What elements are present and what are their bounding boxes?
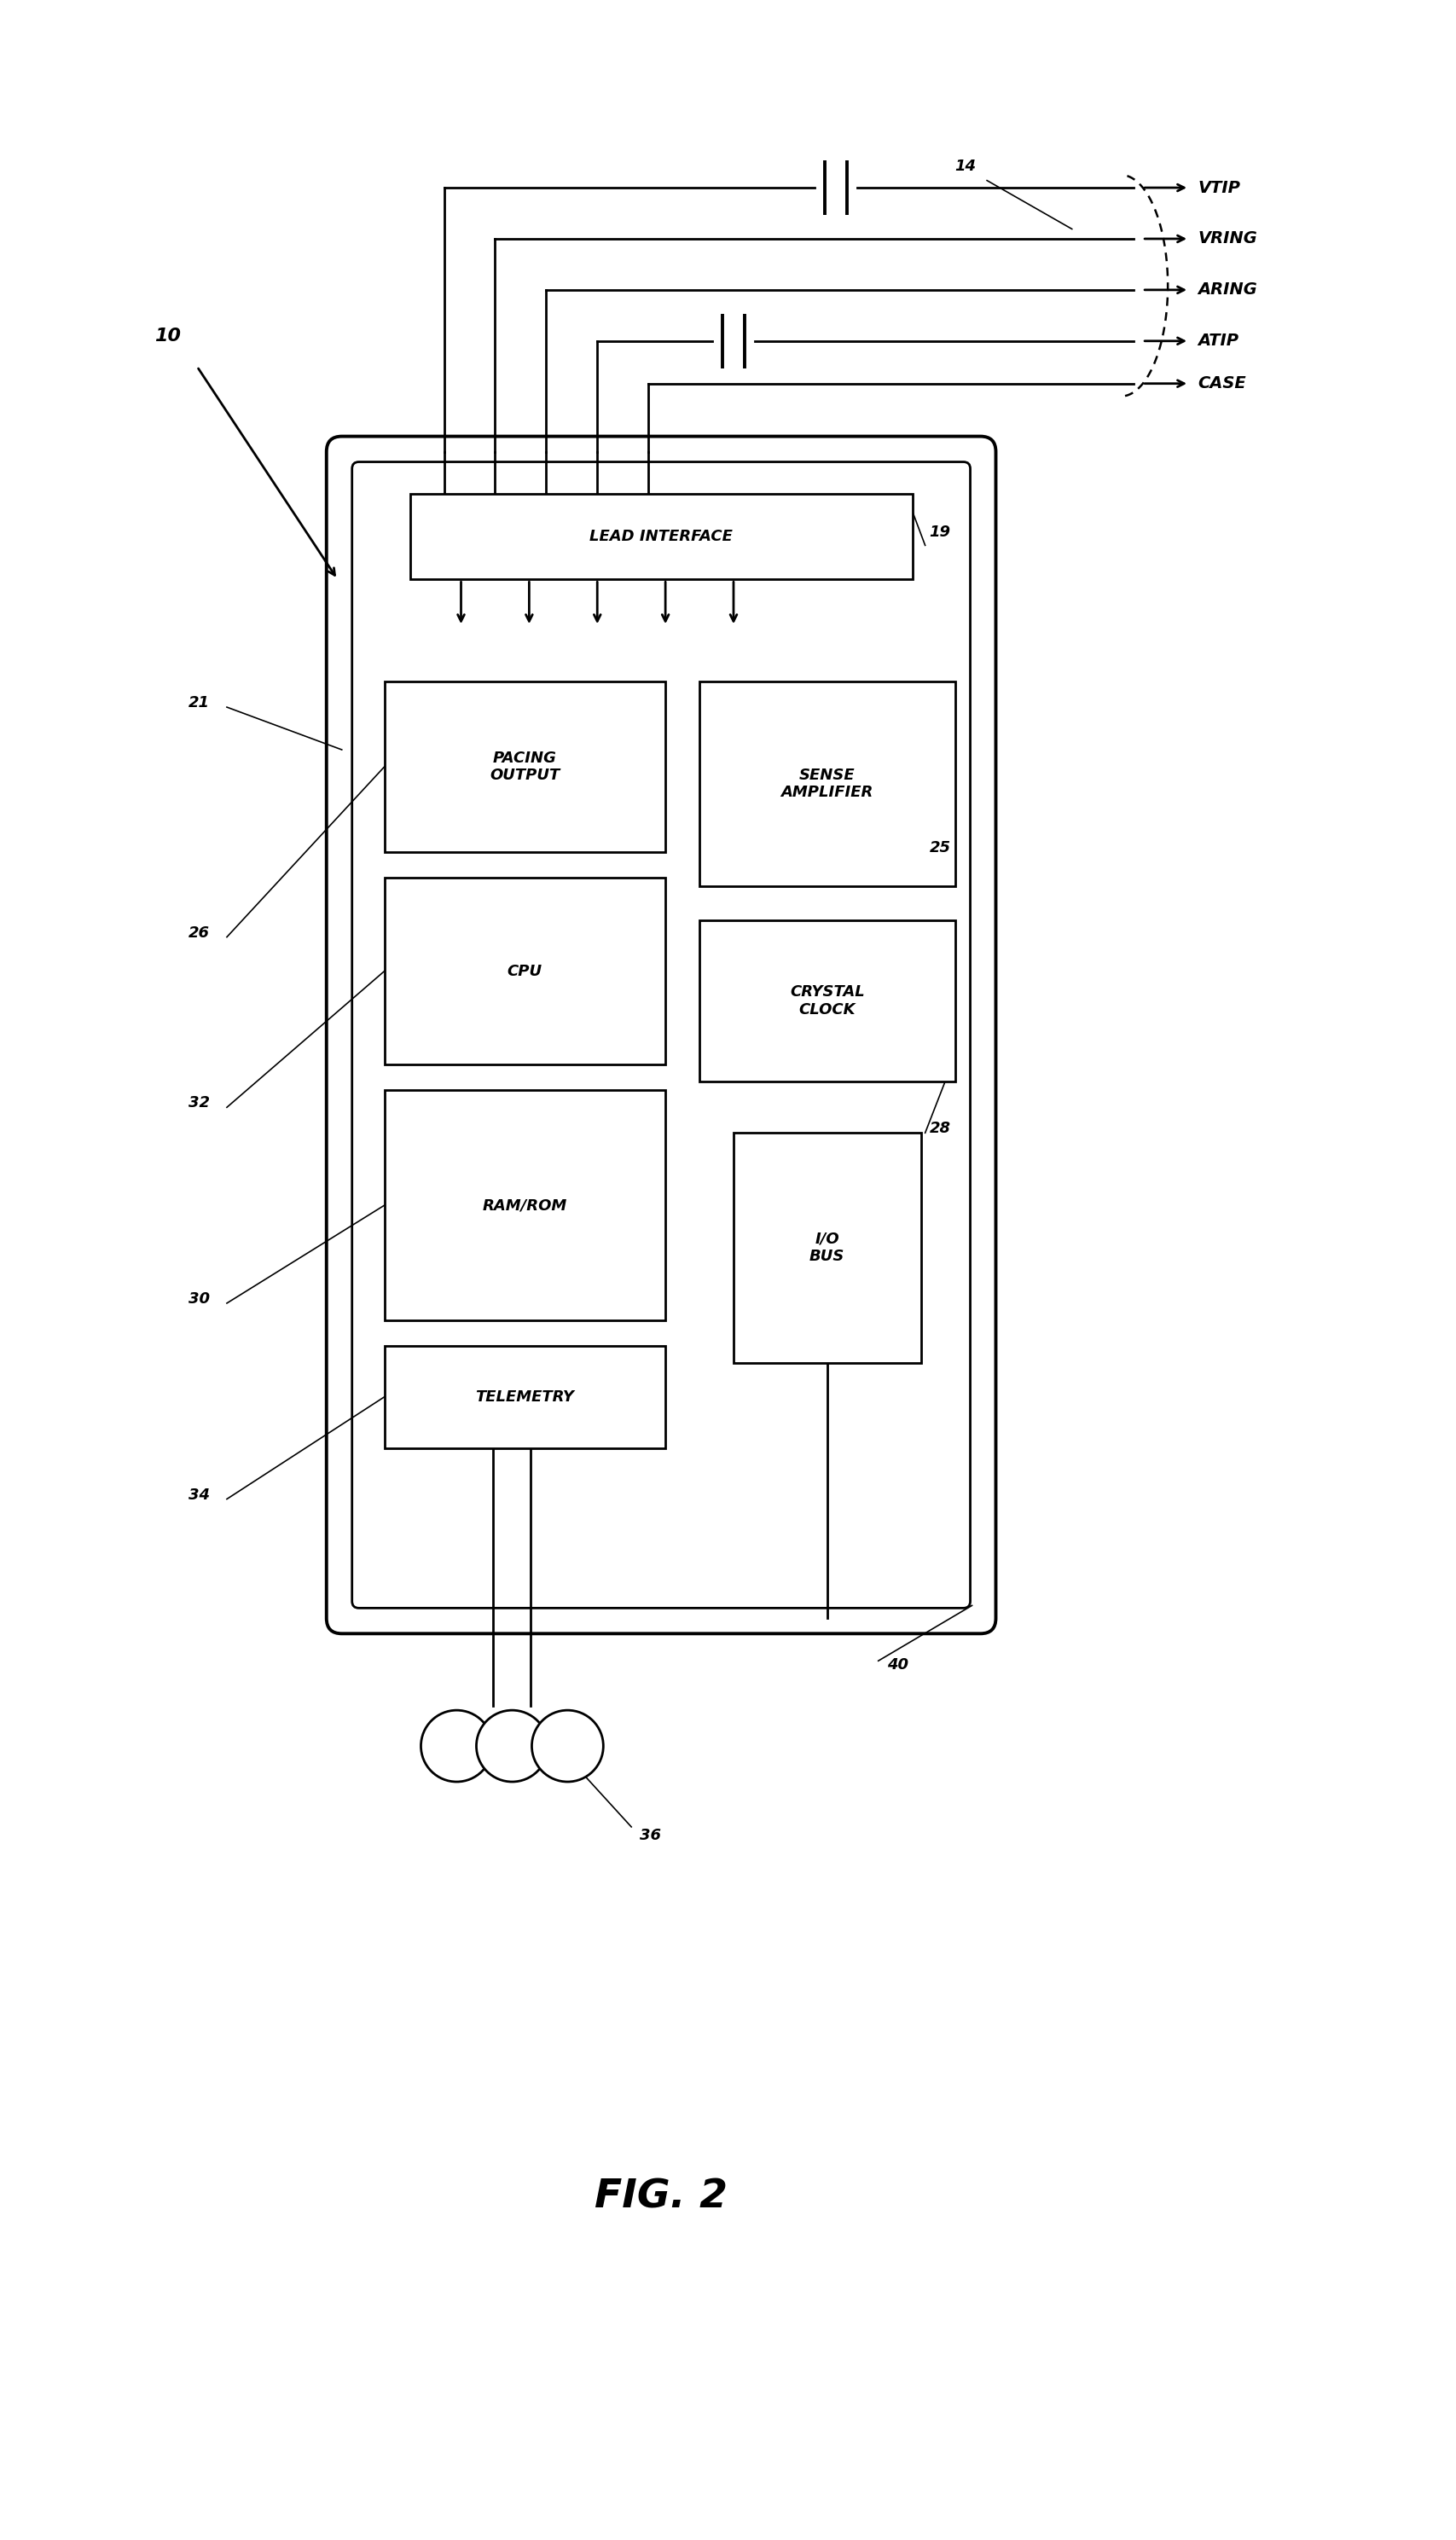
Text: 30: 30: [188, 1290, 210, 1306]
Text: RAM/ROM: RAM/ROM: [482, 1196, 568, 1214]
Bar: [384, 876, 665, 1064]
Bar: [384, 681, 665, 851]
Text: CPU: CPU: [507, 963, 543, 978]
Text: 10: 10: [154, 328, 181, 345]
Circle shape: [476, 1709, 547, 1781]
Circle shape: [421, 1709, 492, 1781]
Text: VRING: VRING: [1198, 231, 1257, 246]
Text: SENSE
AMPLIFIER: SENSE AMPLIFIER: [780, 767, 874, 800]
Text: 14: 14: [955, 157, 977, 175]
FancyBboxPatch shape: [326, 437, 996, 1633]
Text: TELEMETRY: TELEMETRY: [476, 1389, 574, 1405]
Text: 19: 19: [929, 526, 951, 541]
Text: 32: 32: [188, 1095, 210, 1110]
Bar: [699, 919, 955, 1082]
Text: PACING
OUTPUT: PACING OUTPUT: [489, 749, 561, 782]
Text: VTIP: VTIP: [1198, 180, 1241, 196]
Bar: [411, 495, 913, 579]
Text: 21: 21: [188, 696, 210, 711]
Circle shape: [531, 1709, 603, 1781]
Bar: [384, 1090, 665, 1321]
Bar: [699, 681, 955, 886]
Text: 26: 26: [188, 925, 210, 940]
Text: FIG. 2: FIG. 2: [594, 2179, 728, 2217]
Text: LEAD INTERFACE: LEAD INTERFACE: [590, 528, 732, 544]
Text: I/O
BUS: I/O BUS: [810, 1232, 844, 1265]
Text: CRYSTAL
CLOCK: CRYSTAL CLOCK: [789, 986, 865, 1019]
Text: 36: 36: [639, 1829, 661, 1844]
Bar: [734, 1133, 920, 1364]
Text: CASE: CASE: [1198, 376, 1246, 391]
Text: 40: 40: [887, 1659, 909, 1674]
Text: ATIP: ATIP: [1198, 333, 1239, 348]
Text: 28: 28: [929, 1120, 951, 1135]
Bar: [384, 1346, 665, 1448]
Text: 25: 25: [929, 841, 951, 856]
Text: ARING: ARING: [1198, 282, 1257, 297]
Text: 34: 34: [188, 1486, 210, 1504]
